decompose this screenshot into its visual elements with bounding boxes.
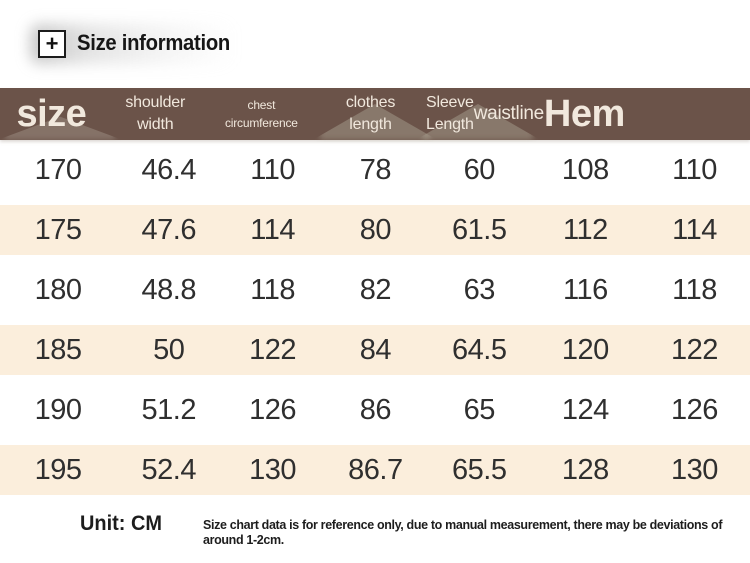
cell-shoulder-width: 51.2 [141,393,197,426]
cell-clothes-length: 86.7 [348,453,403,486]
cell-waistline: 108 [561,153,609,186]
table-row: 190 51.2 126 86 65 124 126 [0,380,750,440]
header-label-line: Hem [543,93,625,135]
table-row: 175 47.6 114 80 61.5 112 114 [0,200,750,260]
cell-chest-circumference: 110 [250,153,295,186]
header-label-line: circumference [224,116,298,130]
section-header: + Size information [0,0,750,88]
header-cell-sleeve-length: Sleeve Length [426,88,474,140]
cell-hem: 118 [672,273,717,306]
expand-plus-icon[interactable]: + [38,30,66,58]
cell-chest-circumference: 130 [249,453,297,486]
disclaimer-text: Size chart data is for reference only, d… [203,518,723,547]
cell-size: 185 [34,333,82,366]
cell-chest-circumference: 118 [250,273,295,306]
cell-sleeve-length: 61.5 [452,213,507,246]
table-row: 195 52.4 130 86.7 65.5 128 130 [0,440,750,500]
header-cell-clothes-length: clothes length [315,88,426,140]
header-cell-size: size [0,88,103,140]
cell-sleeve-length: 60 [463,153,496,186]
header-label-line: clothes [345,94,396,112]
header-label-line: width [137,116,174,133]
cell-clothes-length: 78 [359,153,392,186]
cell-hem: 114 [672,213,717,246]
cell-shoulder-width: 50 [153,333,185,366]
size-table-body: 170 46.4 110 78 60 108 110 175 47.6 114 80 61.5 112 1… [0,140,750,500]
cell-clothes-length: 82 [359,273,392,306]
header-label-line: chest [247,98,276,112]
header-cell-shoulder-width: shoulder width [103,88,208,140]
table-row: 170 46.4 110 78 60 108 110 [0,140,750,200]
cell-shoulder-width: 46.4 [141,153,197,186]
header-cell-chest-circumference: chest circumference [208,88,315,140]
cell-waistline: 128 [561,453,609,486]
cell-clothes-length: 86 [359,393,392,426]
unit-label: Unit: CM [80,512,162,535]
size-table-header: size shoulder width chest circumference cloth… [0,88,750,140]
cell-sleeve-length: 64.5 [452,333,507,366]
cell-size: 190 [34,393,82,426]
cell-chest-circumference: 122 [249,333,297,366]
cell-waistline: 124 [561,393,609,426]
cell-chest-circumference: 126 [249,393,297,426]
cell-waistline: 112 [563,213,608,246]
cell-chest-circumference: 114 [250,213,295,246]
table-footnote: Unit: CM Size chart data is for referenc… [0,500,750,563]
cell-hem: 130 [671,453,718,486]
header-cell-waistline: waistline [474,88,544,140]
cell-shoulder-width: 47.6 [141,213,197,246]
header-cell-hem: Hem [544,88,625,140]
header-label-line: length [349,116,392,133]
cell-size: 175 [34,213,82,246]
header-label-line: Sleeve [426,94,474,112]
cell-shoulder-width: 52.4 [141,453,197,486]
table-row: 185 50 122 84 64.5 120 122 [0,320,750,380]
page-title: Size information [77,30,231,55]
cell-sleeve-length: 65 [463,393,496,426]
cell-hem: 126 [671,393,718,426]
header-label-line: Length [426,116,474,133]
cell-size: 170 [34,153,82,186]
cell-hem: 122 [671,333,718,366]
cell-clothes-length: 84 [359,333,392,366]
cell-clothes-length: 80 [359,213,392,246]
header-label-line: size [16,93,87,135]
cell-shoulder-width: 48.8 [141,273,197,306]
plus-glyph: + [45,31,59,56]
cell-hem: 110 [672,153,717,186]
cell-size: 195 [34,453,82,486]
header-label-line: shoulder [125,94,186,112]
cell-waistline: 120 [561,333,609,366]
cell-waistline: 116 [563,273,608,306]
table-row: 180 48.8 118 82 63 116 118 [0,260,750,320]
cell-sleeve-length: 63 [463,273,496,306]
cell-size: 180 [34,273,82,306]
cell-sleeve-length: 65.5 [452,453,507,486]
header-label-line: waistline [473,103,544,124]
